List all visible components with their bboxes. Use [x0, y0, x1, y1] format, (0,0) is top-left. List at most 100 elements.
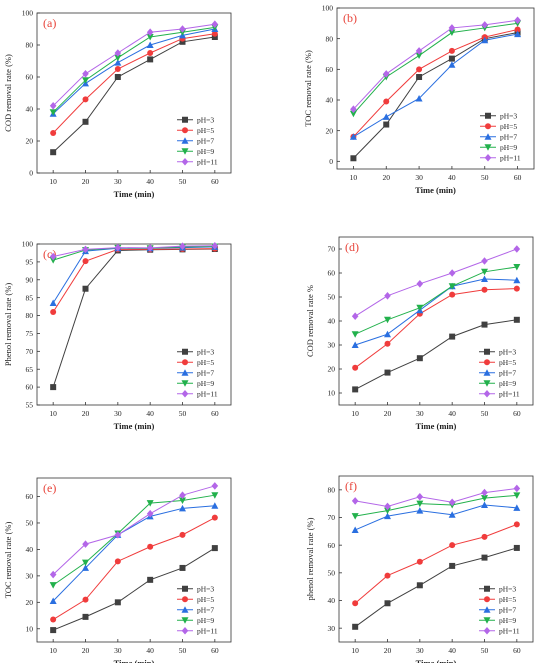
y-tick-label: 20	[326, 126, 334, 135]
series-line	[354, 266, 517, 335]
data-point	[146, 244, 154, 252]
y-tick-label: 40	[328, 317, 336, 326]
x-tick-label: 30	[114, 646, 122, 655]
legend-marker	[182, 596, 188, 603]
data-point	[384, 512, 391, 520]
y-tick-label: 50	[328, 293, 336, 302]
legend: pH=3pH=5 pH=7pH=9 pH=11	[479, 585, 520, 636]
x-tick-label: 50	[481, 173, 489, 182]
data-point	[351, 497, 359, 505]
legend: pH=3pH=5 pH=7pH=9 pH=11	[177, 116, 218, 167]
x-tick-label: 20	[383, 173, 391, 182]
series	[49, 243, 219, 307]
data-point	[481, 21, 489, 29]
data-point	[481, 501, 488, 509]
series-line	[52, 248, 215, 388]
legend-marker	[485, 112, 491, 119]
data-point	[147, 50, 154, 56]
series-line	[52, 485, 215, 575]
data-point	[147, 56, 154, 63]
series-line	[353, 28, 518, 138]
x-tick-label: 10	[351, 409, 359, 418]
data-point	[211, 30, 218, 37]
data-point	[50, 308, 57, 315]
data-point	[448, 269, 456, 277]
data-point	[82, 540, 89, 548]
legend-marker	[181, 380, 189, 387]
y-axis-label: TOC removal rate (%)	[3, 522, 13, 599]
data-point	[49, 257, 57, 264]
legend-label: pH=9	[197, 379, 214, 388]
legend-label: pH=5	[499, 358, 516, 367]
data-point	[415, 94, 423, 102]
legend-label: pH=5	[197, 595, 214, 604]
legend-marker	[483, 380, 491, 387]
legend-marker	[484, 359, 490, 366]
legend-label: pH=3	[197, 348, 214, 357]
y-tick-label: 40	[26, 105, 34, 114]
x-tick-label: 60	[211, 409, 219, 418]
data-point	[481, 257, 488, 265]
chart-panel: (b) 10 20 30 40 50 60 0 20 40 60 80 100 Time (min) TOC…	[303, 4, 535, 195]
series	[351, 501, 521, 533]
y-tick-label: 95	[26, 257, 34, 266]
legend-label: pH=9	[197, 147, 214, 156]
chart-panel: (a) 10 20 30 40 50 60 0 20 40 60 80 100 Time (min) COD…	[3, 9, 232, 199]
y-tick-label: 40	[26, 545, 34, 554]
panel-label: (b)	[343, 11, 357, 25]
data-point	[146, 28, 154, 36]
x-tick-label: 30	[114, 409, 122, 418]
series	[50, 34, 218, 156]
data-point	[82, 559, 89, 567]
data-point	[49, 109, 57, 116]
data-point	[448, 55, 455, 62]
x-tick-label: 20	[82, 177, 90, 186]
y-tick-label: 65	[26, 365, 34, 374]
legend-marker	[181, 369, 189, 376]
data-point	[448, 24, 456, 32]
legend-marker	[483, 369, 491, 376]
y-tick-label: 60	[328, 269, 336, 278]
legend-marker	[484, 348, 490, 355]
data-point	[211, 20, 219, 28]
x-tick-label: 50	[481, 409, 489, 418]
data-point	[179, 504, 186, 512]
data-point	[351, 312, 359, 320]
y-tick-label: 75	[26, 329, 34, 338]
data-point	[514, 26, 521, 33]
data-point	[82, 70, 89, 78]
legend-marker	[483, 626, 491, 635]
legend: pH=3pH=5 pH=7pH=9 pH=11	[177, 585, 218, 636]
data-point	[351, 331, 359, 338]
series-line	[52, 248, 215, 313]
data-point	[481, 321, 488, 328]
data-point	[382, 70, 390, 78]
series-line	[355, 278, 517, 346]
data-point	[384, 340, 391, 347]
x-tick-label: 10	[49, 646, 57, 655]
series	[49, 502, 219, 604]
x-tick-label: 40	[448, 646, 456, 655]
x-tick-label: 60	[211, 646, 219, 655]
series-line	[52, 517, 216, 620]
series-line	[52, 505, 215, 602]
series	[349, 30, 522, 140]
data-point	[481, 533, 488, 540]
data-point	[82, 285, 89, 292]
data-point	[351, 526, 359, 533]
data-point	[82, 258, 89, 265]
data-point	[481, 275, 488, 282]
legend: pH=3pH=5 pH=7pH=9 pH=11	[480, 112, 521, 163]
data-point	[513, 544, 520, 551]
y-tick-label: 55	[26, 401, 34, 410]
legend-marker	[483, 389, 491, 398]
y-tick-label: 20	[26, 598, 34, 607]
data-point	[114, 558, 121, 565]
data-point	[179, 242, 186, 250]
x-tick-label: 40	[146, 177, 154, 186]
data-point	[352, 386, 359, 393]
data-point	[114, 59, 122, 66]
data-point	[382, 113, 390, 120]
data-point	[384, 369, 391, 376]
y-tick-label: 90	[26, 275, 34, 284]
